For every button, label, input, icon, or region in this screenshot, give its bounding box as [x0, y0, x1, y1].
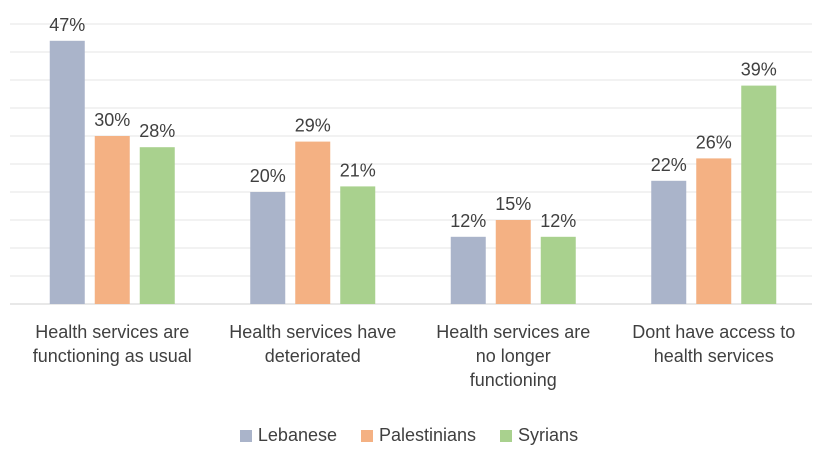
legend-label-syrians: Syrians [518, 425, 579, 445]
bar-lebanese-0 [49, 40, 85, 305]
legend-label-palestinians: Palestinians [378, 425, 477, 445]
data-label-syrians-3: 39% [741, 60, 777, 80]
legend-label-lebanese: Lebanese [257, 425, 337, 445]
legend-item-syrians: Syrians [500, 425, 578, 446]
data-label-syrians-0: 28% [139, 121, 175, 141]
legend-item-palestinians: Palestinians [360, 425, 477, 446]
data-label-lebanese-3: 22% [651, 155, 687, 175]
legend-swatch-palestinians [360, 429, 373, 442]
bar-lebanese-3 [651, 180, 687, 304]
data-label-palestinians-2: 15% [495, 194, 531, 214]
data-label-lebanese-2: 12% [450, 211, 486, 231]
data-label-palestinians-0: 30% [94, 110, 130, 130]
legend-swatch-syrians [500, 429, 513, 442]
data-label-syrians-1: 21% [340, 160, 376, 180]
bar-palestinians-1 [295, 141, 331, 304]
data-labels: 47% 30% 28% 20% 29% 21% 12% 15% 12% 22% 26% 39% [49, 15, 777, 231]
category-label-0: Health services are functioning as usual [32, 322, 192, 366]
data-label-palestinians-3: 26% [696, 132, 732, 152]
data-label-lebanese-0: 47% [49, 15, 85, 35]
category-label-2: Health services are no longer functionin… [436, 322, 591, 390]
data-label-lebanese-1: 20% [250, 166, 286, 186]
bar-lebanese-2 [450, 236, 486, 304]
bars [49, 40, 777, 305]
gridlines [10, 23, 812, 305]
bar-chart: 47% 30% 28% 20% 29% 21% 12% 15% 12% 22% 26% 39% [10, 15, 812, 305]
bar-syrians-0 [139, 147, 175, 304]
bar-syrians-1 [340, 186, 376, 304]
data-label-palestinians-1: 29% [295, 116, 331, 136]
bar-palestinians-3 [696, 158, 732, 304]
bar-lebanese-1 [250, 192, 286, 304]
category-label-3: Dont have access to health services [632, 322, 796, 366]
category-label-1: Health services have deteriorated [229, 322, 397, 366]
legend: Lebanese Palestinians Syrians [0, 425, 818, 446]
bar-palestinians-0 [94, 136, 130, 304]
bar-syrians-2 [540, 236, 576, 304]
legend-swatch-lebanese [239, 429, 252, 442]
bar-palestinians-2 [495, 220, 531, 304]
legend-item-lebanese: Lebanese [239, 425, 337, 446]
data-label-syrians-2: 12% [540, 211, 576, 231]
bar-syrians-3 [741, 85, 777, 304]
